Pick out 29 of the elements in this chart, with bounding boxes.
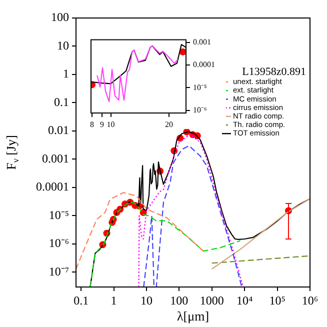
- x-tick-label: 10⁵: [269, 293, 286, 308]
- y-tick-label: 0.001: [42, 151, 69, 166]
- x-tick-label: 9: [100, 120, 104, 129]
- x-tick-label: 10⁶: [302, 293, 318, 308]
- y-tick-label: 10⁻⁵: [193, 82, 207, 92]
- x-tick-label: 10: [106, 120, 115, 129]
- x-tick-label: 1000: [200, 293, 224, 308]
- text: L13958z0.891: [242, 66, 306, 78]
- x-tick-label: 100: [170, 293, 188, 308]
- y-tick-label: 10⁻⁶: [48, 236, 69, 250]
- y-tick-label: 100: [51, 10, 69, 24]
- y-tick-label: 10⁻⁶: [193, 105, 207, 114]
- x-axis-title: λ[μm]: [176, 308, 210, 324]
- y-tick-label: 0.1: [54, 94, 69, 109]
- y-tick-label: 10: [57, 38, 69, 52]
- x-tick-label: 8: [90, 120, 94, 129]
- x-tick-label: 20: [164, 120, 173, 129]
- y-tick-label: 1: [63, 66, 69, 81]
- y-tick-label: 0.0001: [193, 60, 215, 70]
- x-tick-label: 10: [140, 293, 152, 308]
- x-tick-label: 1: [110, 293, 117, 308]
- y-tick-label: 10⁻⁷: [48, 264, 69, 278]
- x-tick-label: 10⁴: [236, 293, 253, 308]
- y-tick-label: 0.01: [48, 123, 69, 138]
- x-tick-label: 0.1: [74, 293, 89, 308]
- y-tick-label: 10⁻⁵: [48, 208, 69, 222]
- y-tick-label: 0.0001: [36, 180, 69, 194]
- y-axis-title: Fν [Jy]: [3, 135, 20, 170]
- y-tick-label: 0.001: [193, 37, 211, 46]
